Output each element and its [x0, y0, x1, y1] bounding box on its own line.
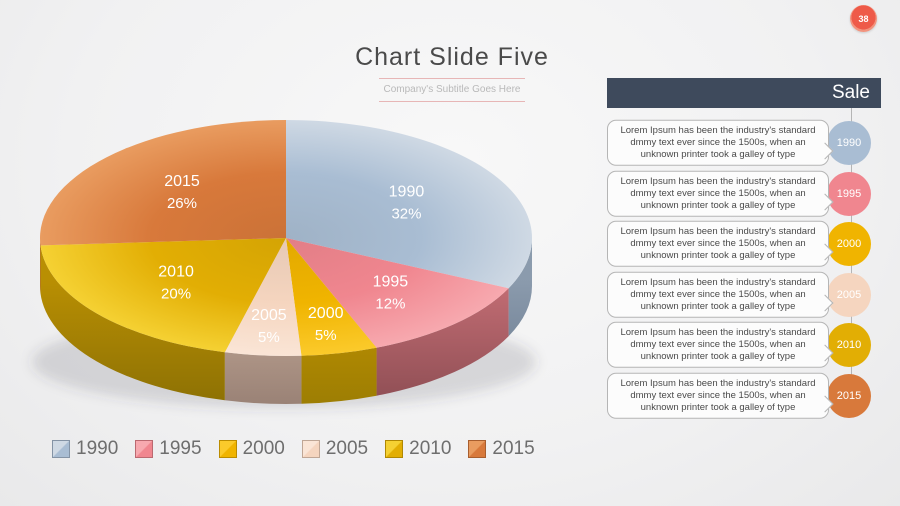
legend-swatch-1990 — [52, 440, 70, 458]
pie-slice-side-1990 — [508, 238, 532, 337]
sale-item-year-badge-2000: 2000 — [827, 222, 871, 266]
legend-label-1990: 1990 — [76, 438, 119, 459]
pie-label-year-2010: 2010 — [158, 264, 194, 281]
pie-chart: 1990 32% 1995 12% 2000 5% 2005 5% 2010 20% 2015 26% — [30, 110, 545, 420]
sale-item-year-badge-1990: 1990 — [827, 121, 871, 165]
page-subtitle: Company's Subtitle Goes Here — [383, 84, 521, 95]
legend-swatch-2005 — [301, 440, 320, 458]
sale-panel-title: Sale — [831, 82, 870, 103]
legend-item-2015: 2015 — [468, 438, 535, 460]
pie-label-year-2000: 2000 — [308, 305, 344, 322]
legend-swatch-1995 — [135, 440, 154, 458]
sale-item-text-2015: Lorem Ipsum has been the industry's stan… — [607, 372, 829, 419]
pie-slice-2005 — [224, 238, 302, 356]
pie-label-value-2015: 26% — [167, 195, 197, 212]
sale-item-year-2010: 2010 — [836, 339, 862, 351]
pie-label-value-1990: 32% — [391, 205, 421, 222]
sale-item-year-badge-2010: 2010 — [827, 323, 871, 367]
pie-slice-side-1995 — [376, 288, 509, 396]
pie-slice-1990 — [286, 120, 532, 289]
pie-label-value-2010: 20% — [161, 286, 191, 303]
legend-swatch-2010 — [385, 440, 404, 458]
sale-item-year-1990: 1990 — [836, 137, 862, 149]
sale-item-year-badge-2015: 2015 — [827, 373, 871, 418]
legend-label-2005: 2005 — [325, 438, 369, 459]
pie-label-year-2005: 2005 — [251, 307, 287, 324]
sale-item-year-1995: 1995 — [836, 187, 862, 200]
legend-label-2000: 2000 — [242, 438, 285, 459]
sale-item-text-1995: Lorem Ipsum has been the industry's stan… — [607, 170, 829, 217]
subtitle-divider: Company's Subtitle Goes Here — [379, 78, 525, 102]
legend-item-2000: 2000 — [218, 438, 285, 460]
pie-slice-side-2010 — [40, 245, 225, 401]
legend-item-2010: 2010 — [385, 438, 451, 460]
legend-label-2015: 2015 — [492, 438, 535, 459]
title-block: Chart Slide Five Company's Subtitle Goes… — [0, 43, 900, 102]
pie-label-value-2005: 5% — [258, 329, 280, 346]
pie-slice-2015 — [39, 120, 286, 246]
pie-label-year-1990: 1990 — [389, 183, 425, 200]
legend-swatch-2015 — [468, 440, 487, 458]
sale-item-text-1990: Lorem Ipsum has been the industry's stan… — [607, 119, 829, 167]
sale-item-year-2005: 2005 — [836, 288, 862, 301]
sale-item-text-2010: Lorem Ipsum has been the industry's stan… — [607, 321, 829, 369]
pie-slice-2010 — [40, 238, 286, 353]
sale-item-text-2005: Lorem Ipsum has been the industry's stan… — [607, 271, 829, 318]
pie-label-year-2015: 2015 — [164, 173, 200, 190]
sale-panel: Sale Lorem Ipsum has been the industry's… — [607, 78, 881, 463]
pie-slice-side-2005 — [224, 352, 302, 404]
sale-item-year-badge-1995: 1995 — [827, 171, 871, 216]
sale-item-year-2015: 2015 — [836, 389, 862, 402]
sale-panel-header: Sale — [607, 78, 881, 108]
page-title: Chart Slide Five — [355, 43, 549, 71]
sale-item-text-2000: Lorem Ipsum has been the industry's stan… — [607, 220, 829, 268]
page-number: 38 — [858, 13, 869, 24]
legend-item-2005: 2005 — [301, 438, 369, 460]
legend-label-1995: 1995 — [159, 438, 202, 459]
sale-item-year-2000: 2000 — [836, 238, 862, 250]
page-number-badge: 38 — [850, 5, 877, 32]
legend-item-1990: 1990 — [52, 438, 118, 460]
legend-item-1995: 1995 — [135, 438, 202, 460]
legend-swatch-2000 — [218, 440, 237, 458]
pie-label-year-1995: 1995 — [373, 273, 409, 290]
pie-label-value-2000: 5% — [315, 327, 337, 344]
pie-label-value-1995: 12% — [375, 295, 405, 312]
pie-slice-1995 — [286, 238, 509, 348]
sale-item-year-badge-2005: 2005 — [827, 272, 871, 317]
chart-legend: 1990 1995 2000 2005 2010 2015 — [52, 438, 535, 460]
pie-chart-svg: 1990 32% 1995 12% 2000 5% 2005 5% 2010 20% 2015 26% — [32, 120, 536, 408]
legend-label-2010: 2010 — [409, 438, 452, 459]
pie-slice-2000 — [286, 238, 377, 356]
pie-slice-side-2000 — [301, 347, 377, 404]
